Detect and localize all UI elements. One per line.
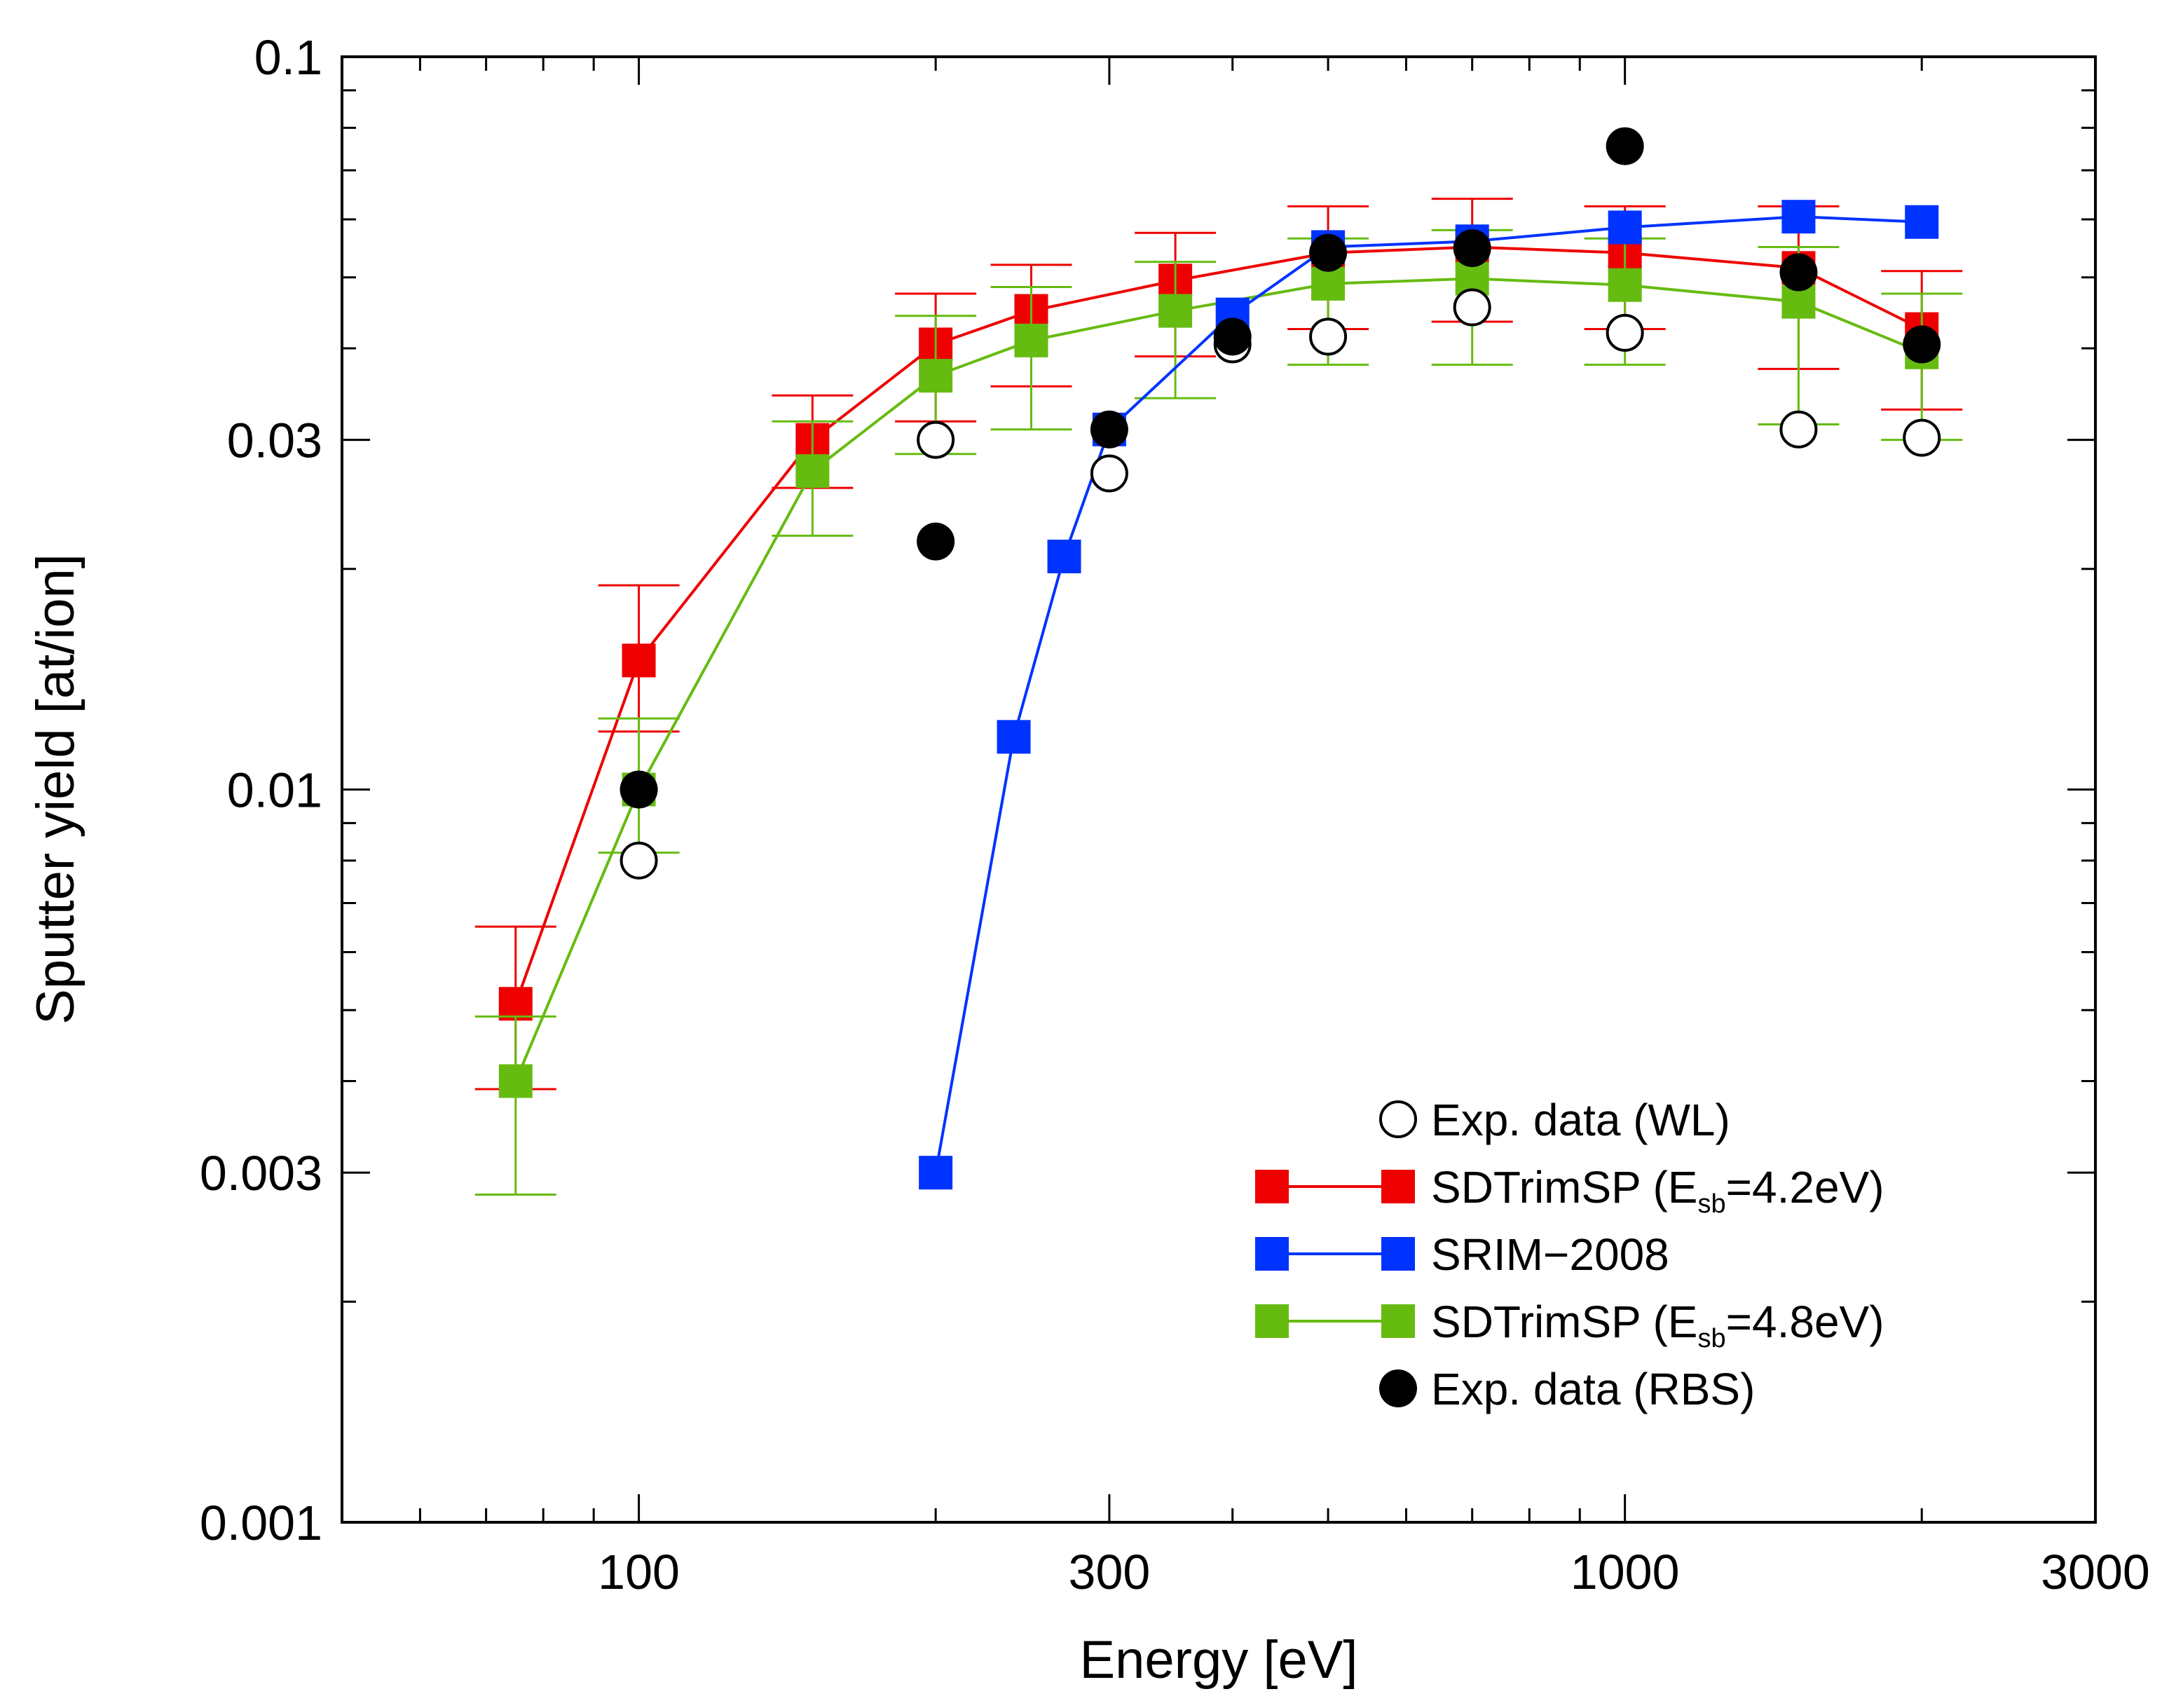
data-point xyxy=(917,522,955,561)
legend-item-srim-2008: SRIM−2008 xyxy=(1255,1229,1669,1280)
data-point xyxy=(1905,205,1939,239)
legend-label: SRIM−2008 xyxy=(1431,1229,1669,1280)
data-point xyxy=(1158,294,1193,328)
data-point xyxy=(1453,229,1491,268)
legend-item-exp-data-wl: Exp. data (WL) xyxy=(1379,1095,1730,1145)
legend-label: SDTrimSP (Esb=4.2eV) xyxy=(1431,1162,1884,1219)
data-point xyxy=(1606,127,1644,165)
legend-label: Exp. data (WL) xyxy=(1431,1095,1730,1145)
data-point xyxy=(1608,210,1642,245)
legend-item-sdtrimsp-esb-4-2ev: SDTrimSP (Esb=4.2eV) xyxy=(1255,1162,1884,1219)
series-line-srim-2008 xyxy=(934,215,1922,1173)
data-point xyxy=(498,987,533,1021)
y-tick-label: 0.01 xyxy=(227,763,322,818)
data-point xyxy=(919,359,953,393)
legend-marker xyxy=(1381,1304,1415,1338)
legend-marker xyxy=(1381,1170,1415,1203)
legend-marker xyxy=(1379,1369,1417,1407)
data-point xyxy=(1311,266,1346,301)
legend-marker xyxy=(1255,1237,1289,1271)
legend-label: SDTrimSP (Esb=4.8eV) xyxy=(1431,1297,1884,1353)
data-point xyxy=(1781,200,1816,234)
data-point xyxy=(620,770,658,809)
legend-item-sdtrimsp-esb-4-8ev: SDTrimSP (Esb=4.8eV) xyxy=(1255,1297,1884,1353)
data-point xyxy=(1309,233,1348,272)
y-tick-label: 0.003 xyxy=(200,1146,322,1201)
legend-label: Exp. data (RBS) xyxy=(1431,1364,1755,1414)
x-axis-label: Energy [eV] xyxy=(1079,1630,1357,1690)
legend: Exp. data (WL) SDTrimSP (Esb=4.2eV) SRIM−2… xyxy=(1255,1095,1884,1414)
data-point xyxy=(1047,539,1081,573)
data-point xyxy=(1779,253,1818,292)
y-axis-label: Sputter yield [at/ion] xyxy=(26,554,85,1025)
data-point xyxy=(1309,317,1348,356)
x-tick-label: 1000 xyxy=(1571,1545,1680,1599)
data-point xyxy=(1606,313,1644,352)
data-point xyxy=(620,841,658,880)
series-exp-data-wl xyxy=(620,288,1941,880)
data-point xyxy=(997,720,1031,754)
x-tick-label: 100 xyxy=(598,1545,680,1599)
plot-frame xyxy=(341,55,2097,1524)
data-point xyxy=(622,643,656,678)
data-point xyxy=(1213,317,1252,356)
data-point xyxy=(1014,323,1048,357)
x-tick-label: 3000 xyxy=(2041,1545,2150,1599)
legend-marker xyxy=(1379,1100,1417,1138)
data-point xyxy=(795,454,830,489)
data-point xyxy=(917,421,955,459)
legend-item-exp-data-rbs: Exp. data (RBS) xyxy=(1379,1364,1755,1414)
tick-labels: 100 300 1000 3000 0.001 0.003 0.01 0.03 0.1 xyxy=(200,30,2150,1599)
x-tick-label: 300 xyxy=(1069,1545,1151,1599)
data-point xyxy=(1779,410,1818,449)
data-point xyxy=(919,1156,953,1190)
legend-marker xyxy=(1381,1237,1415,1271)
data-point xyxy=(1608,268,1642,302)
data-series xyxy=(474,127,1963,1196)
legend-marker xyxy=(1255,1304,1289,1338)
y-tick-label: 0.001 xyxy=(200,1496,322,1550)
data-point xyxy=(1090,454,1128,493)
data-point xyxy=(1453,288,1491,327)
y-tick-label: 0.03 xyxy=(227,414,322,468)
data-point xyxy=(1903,325,1941,364)
data-point xyxy=(1903,418,1941,457)
data-point xyxy=(1090,410,1128,449)
legend-marker xyxy=(1255,1170,1289,1203)
data-point xyxy=(498,1064,533,1098)
y-tick-label: 0.1 xyxy=(254,30,322,85)
series-exp-data-rbs xyxy=(620,127,1941,809)
